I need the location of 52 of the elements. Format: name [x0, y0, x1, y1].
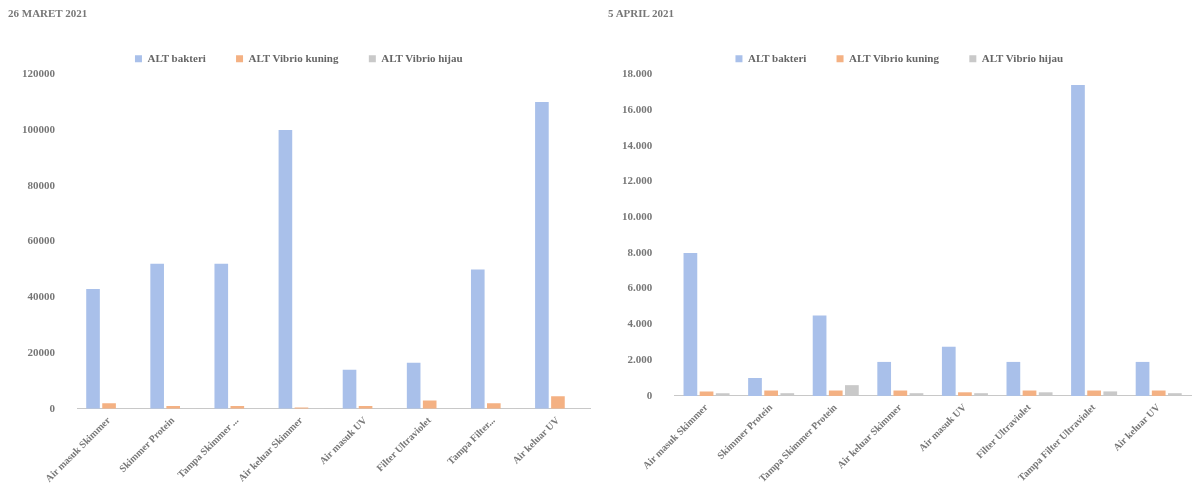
y-tick-label: 60000 [27, 234, 56, 247]
y-tick-label: 6.000 [627, 281, 653, 294]
bar [470, 269, 485, 409]
bar [214, 263, 229, 409]
bar [487, 403, 501, 409]
y-tick-label: 80000 [27, 178, 56, 191]
bar [764, 390, 778, 396]
legend-label: ALT Vibrio hijau [981, 51, 1064, 64]
bar [1087, 390, 1101, 396]
bar [1151, 390, 1166, 396]
y-tick-label: 20000 [27, 345, 56, 358]
legend-label: ALT bakteri [747, 51, 807, 64]
bar [699, 391, 714, 396]
y-tick-label: 4.000 [627, 317, 653, 330]
legend-label: ALT bakteri [147, 51, 206, 64]
y-tick-label: 16.000 [622, 102, 653, 115]
y-tick-label: 100000 [22, 122, 56, 135]
y-tick-label: 120000 [22, 67, 56, 80]
y-tick-label: 10.000 [622, 210, 653, 223]
bar [102, 403, 116, 409]
y-tick-label: 18.000 [622, 67, 653, 80]
bar [86, 288, 100, 409]
bar [958, 392, 972, 396]
bar [342, 369, 357, 409]
bar [278, 129, 293, 409]
bar [1071, 84, 1085, 396]
bar [893, 390, 908, 396]
y-tick-label: 40000 [27, 290, 56, 303]
bar [877, 361, 892, 396]
bar [941, 346, 956, 396]
y-tick-label: 8.000 [627, 245, 653, 258]
bar [1006, 361, 1021, 396]
bar [150, 263, 164, 409]
chart-title: 26 MARET 2021 [8, 7, 88, 20]
bar [812, 315, 827, 396]
bar [422, 400, 437, 409]
bar [406, 362, 421, 409]
bar [551, 396, 565, 409]
y-tick-label: 12.000 [622, 174, 653, 187]
y-tick-label: 0 [49, 401, 56, 414]
bar [535, 102, 549, 409]
bar [828, 390, 843, 396]
y-tick-label: 0 [646, 388, 653, 401]
legend-label: ALT Vibrio kuning [849, 51, 940, 64]
bar [748, 378, 762, 396]
y-tick-label: 2.000 [627, 352, 653, 365]
legend-label: ALT Vibrio kuning [248, 51, 339, 64]
y-tick-label: 14.000 [622, 138, 653, 151]
bar [1135, 361, 1150, 396]
chart-title: 5 APRIL 2021 [608, 7, 675, 20]
bar [683, 252, 698, 396]
legend-label: ALT Vibrio hijau [381, 51, 463, 64]
